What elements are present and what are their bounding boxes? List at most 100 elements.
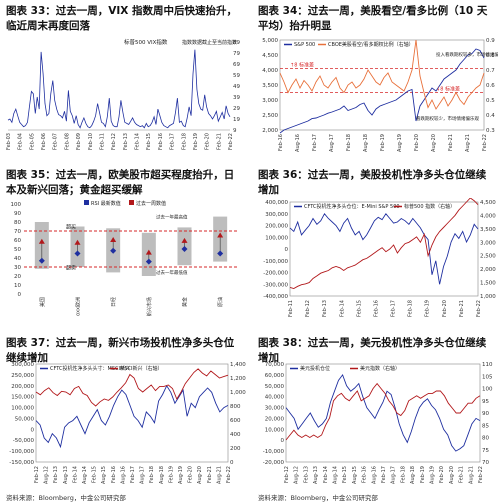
- chart-35-title: 图表 35：过去一周，欧美股市超买程度抬升，日本及新兴回落；黄金超买缓解: [6, 169, 235, 196]
- y-tick-label: 0: [31, 427, 35, 433]
- y-tick-label: 4,500: [262, 53, 278, 59]
- y2-tick-label: 80: [482, 436, 489, 442]
- y-tick-label: -100,000: [9, 449, 34, 455]
- x-tick-label: Feb-17: [381, 466, 387, 483]
- legend-swatch: [129, 200, 134, 205]
- x-tick-label: Feb-19: [193, 133, 199, 150]
- us-net-long-chart: -400,000 -300,000 -200,000 -100,000 0 100,000…: [263, 198, 496, 317]
- x-tick-label: Feb-14: [339, 300, 345, 317]
- y-tick-label: 29: [233, 106, 240, 112]
- x-tick-label: Feb-13: [53, 466, 59, 483]
- y-tick-label: 70,000: [265, 362, 285, 368]
- x-tick-label: Aug-15: [352, 466, 358, 484]
- y2-tick-label: 105: [482, 374, 493, 380]
- y-tick-label: 0: [18, 292, 22, 298]
- y-tick-label: 30,000: [265, 406, 285, 412]
- legend-label: CFTC投机性净多头仓位：E-Mini S&P 500: [304, 203, 400, 210]
- series-line: [285, 382, 481, 441]
- y2-tick-label: 100: [482, 387, 493, 393]
- x-tick-label: Feb-19: [168, 466, 174, 483]
- y2-tick-label: 2,000: [480, 267, 496, 273]
- x-tick-label: Feb-21: [459, 300, 465, 317]
- y2-tick-label: 1,000: [230, 390, 246, 396]
- rsi-latest-marker: [145, 258, 152, 265]
- y-tick-label: 200,000: [11, 384, 34, 390]
- y-tick-label: -200,000: [263, 271, 288, 277]
- put-call-ratio-chart: 2,000 2,500 3,000 3,500 4,000 4,500 5,000 0.3 0.…: [262, 38, 498, 152]
- category-label: MSCI新兴市场: [146, 297, 153, 316]
- x-tick-label: Feb-08: [64, 133, 70, 150]
- y-tick-label: 300,000: [265, 212, 288, 218]
- x-tick-label: Feb-22: [228, 133, 234, 150]
- legend-swatch: [84, 200, 89, 205]
- x-tick-label: Feb-05: [29, 133, 35, 150]
- x-tick-label: Feb-12: [34, 466, 40, 483]
- source-right: 资料来源：Bloomberg，中金公司研究部: [258, 494, 378, 502]
- vix-line: [7, 49, 231, 129]
- x-tick-label: Feb-21: [459, 466, 465, 483]
- x-tick-label: Aug-17: [140, 466, 146, 484]
- plot-frame: [285, 363, 481, 463]
- past-week-marker: [145, 249, 152, 255]
- y-tick-label: 20: [14, 274, 21, 280]
- x-tick-label: Feb-20: [439, 466, 445, 483]
- x-tick-label: Aug-21: [216, 466, 222, 484]
- x-tick-label: Feb-04: [18, 133, 24, 150]
- y-tick-label: 50,000: [15, 416, 35, 422]
- x-tick-label: Aug-16: [120, 466, 126, 484]
- y-tick-label: 3,500: [262, 83, 278, 89]
- x-tick-label: Aug-13: [313, 466, 319, 484]
- source-left: 资料来源：Bloomberg，中金公司研究部: [6, 494, 126, 502]
- legend-label: 美元指数（右轴）: [360, 365, 400, 372]
- category-label: Stoxx欧洲: [75, 297, 82, 316]
- y-tick-label: 9: [233, 128, 237, 134]
- legend-label: 美元投机仓位: [300, 365, 330, 372]
- rsi-latest-marker: [217, 250, 224, 257]
- zone-label: 超卖: [66, 265, 76, 272]
- y-tick-label: 49: [233, 84, 240, 90]
- chart-36-title: 图表 36：过去一周，美股投机性净多头仓位继续增加: [258, 169, 487, 196]
- y-tick-label: 2,500: [262, 113, 278, 119]
- y-tick-label: 400,000: [265, 200, 288, 206]
- y-tick-label: 2,000: [262, 128, 278, 134]
- x-tick-label: Feb-18: [408, 300, 414, 317]
- x-tick-label: Aug-13: [63, 466, 69, 484]
- rsi-latest-marker: [38, 257, 45, 264]
- y-tick-label: 200,000: [265, 224, 288, 230]
- x-tick-label: Aug-19: [178, 466, 184, 484]
- legend-label: CBOE美股看空/看多期权比例（右轴）: [328, 41, 414, 48]
- x-tick-label: Feb-15: [146, 133, 152, 150]
- y-tick-label: 19: [233, 117, 240, 123]
- y2-tick-label: 1,500: [480, 281, 496, 287]
- y-tick-label: 80: [14, 220, 21, 226]
- y2-tick-label: 0.8: [486, 53, 495, 59]
- x-tick-label: Aug-18: [410, 466, 416, 484]
- x-tick-label: Feb-06: [41, 133, 47, 150]
- x-tick-label: Feb-09: [76, 133, 82, 150]
- y-tick-label: 10: [14, 283, 21, 289]
- y-tick-label: 250,000: [11, 373, 34, 379]
- x-tick-label: Feb-20: [205, 133, 211, 150]
- x-tick-label: Feb-07: [53, 133, 59, 150]
- legend-label: 过去一周数值: [136, 200, 166, 207]
- x-tick-label: Feb-11: [288, 300, 294, 317]
- x-tick-label: Feb-12: [305, 300, 311, 317]
- x-tick-label: Feb-17: [130, 466, 136, 483]
- y2-tick-label: 0.4: [486, 113, 495, 119]
- x-tick-label: Aug-15: [101, 466, 107, 484]
- x-tick-label: Feb-14: [72, 466, 78, 483]
- x-tick-label: Feb-20: [414, 134, 420, 151]
- x-tick-label: Feb-20: [442, 300, 448, 317]
- category-label: 日经: [110, 297, 117, 307]
- x-tick-label: Feb-22: [478, 466, 484, 483]
- chart-34-title: 图表 34：过去一周，美股看空/看多比例（10 天平均）抬升明显: [258, 5, 488, 32]
- x-tick-label: Feb-15: [342, 466, 348, 483]
- x-tick-label: Aug-12: [44, 466, 50, 484]
- x-tick-label: Feb-14: [135, 133, 141, 150]
- y2-tick-label: 400: [230, 432, 241, 438]
- y2-tick-label: 0.6: [486, 83, 495, 89]
- series-line: [289, 213, 479, 285]
- legend-label: MSCI新兴（右轴）: [120, 365, 162, 372]
- x-tick-label: Aug-19: [397, 134, 403, 152]
- x-tick-label: Feb-19: [420, 466, 426, 483]
